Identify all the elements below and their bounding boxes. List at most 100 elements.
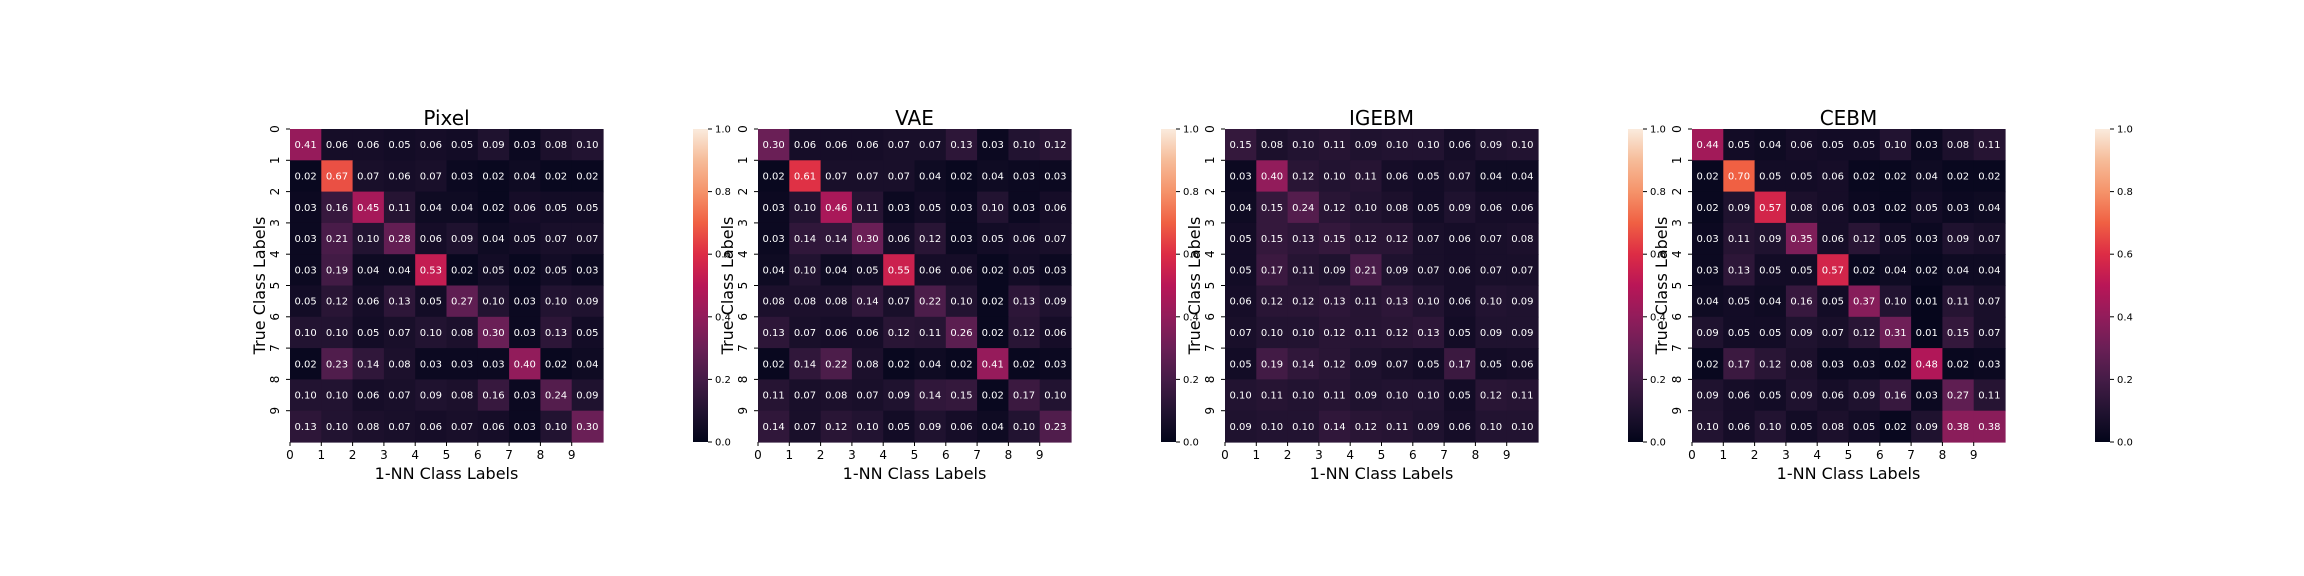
cell-value-label: 0.10 — [1230, 391, 1252, 402]
heatmap-cell — [477, 379, 510, 412]
heatmap-cell — [945, 285, 978, 318]
heatmap-cell — [1506, 191, 1539, 224]
heatmap-cell — [1039, 285, 1072, 318]
cell-value-label: 0.10 — [1044, 391, 1066, 402]
cell-value-label: 0.07 — [1978, 234, 2000, 245]
cell-value-label: 0.11 — [1978, 140, 2000, 151]
cell-value-label: 0.05 — [295, 297, 317, 308]
cell-value-label: 0.11 — [763, 391, 785, 402]
cell-value-label: 0.48 — [1916, 359, 1938, 370]
cell-value-label: 0.07 — [1417, 234, 1439, 245]
heatmap-cell — [1256, 285, 1289, 318]
heatmap-cell — [1723, 129, 1756, 161]
heatmap-cell — [1817, 348, 1850, 380]
cell-value-label: 0.09 — [576, 391, 598, 402]
cell-value-label: 0.03 — [1822, 359, 1844, 370]
cell-value-label: 0.09 — [1355, 391, 1377, 402]
cell-value-label: 0.09 — [1759, 234, 1781, 245]
heatmap-cell — [477, 160, 510, 193]
cell-value-label: 0.10 — [295, 328, 317, 339]
heatmap-cell — [1444, 285, 1476, 318]
heatmap-cell — [1350, 129, 1383, 161]
x-tick-label: 4 — [879, 448, 887, 462]
cell-value-label: 0.09 — [1790, 391, 1812, 402]
heatmap-cell — [1256, 254, 1289, 287]
cell-value-label: 0.05 — [1884, 234, 1906, 245]
heatmap-cell — [820, 129, 853, 161]
heatmap-cell — [1723, 160, 1756, 193]
colorbar-tick-label: 0.4 — [1650, 312, 1666, 323]
heatmap-cell — [446, 379, 479, 412]
cell-value-label: 0.30 — [482, 328, 504, 339]
cell-value-label: 0.05 — [1790, 171, 1812, 182]
heatmap-cell — [1318, 191, 1351, 224]
colorbar-tick-label: 0.6 — [715, 250, 731, 261]
heatmap-cell — [1692, 222, 1724, 255]
cell-value-label: 0.10 — [1013, 422, 1035, 433]
cell-value-label: 0.02 — [763, 171, 785, 182]
y-tick-label: 1 — [1203, 156, 1217, 164]
cell-value-label: 0.05 — [545, 203, 567, 214]
heatmap-cell — [1225, 160, 1257, 193]
colorbar-tick-label: 0.2 — [1183, 375, 1199, 386]
cell-value-label: 0.05 — [1728, 140, 1750, 151]
cell-value-label: 0.09 — [1480, 140, 1502, 151]
cell-value-label: 0.03 — [950, 203, 972, 214]
heatmap-cell — [383, 129, 416, 161]
cell-value-label: 0.10 — [545, 297, 567, 308]
colorbar — [1161, 129, 1176, 442]
cell-value-label: 0.10 — [482, 297, 504, 308]
heatmap-cell — [1475, 410, 1508, 443]
cell-value-label: 0.06 — [1822, 234, 1844, 245]
cell-value-label: 0.05 — [1853, 140, 1875, 151]
heatmap-cell — [789, 316, 822, 349]
cell-value-label: 0.06 — [825, 328, 847, 339]
heatmap-cell — [352, 222, 385, 255]
heatmap-cell — [1848, 222, 1881, 255]
cell-value-label: 0.10 — [1292, 140, 1314, 151]
heatmap-cell — [1754, 348, 1787, 380]
heatmap-cell — [820, 410, 853, 443]
cell-value-label: 0.07 — [1978, 328, 2000, 339]
cell-value-label: 0.11 — [1323, 391, 1345, 402]
heatmap-cell — [540, 379, 573, 412]
cell-value-label: 0.07 — [545, 234, 567, 245]
cell-value-label: 0.02 — [1916, 265, 1938, 276]
y-tick-label: 0 — [1203, 125, 1217, 133]
cell-value-label: 0.08 — [388, 359, 410, 370]
heatmap-cell — [446, 316, 479, 349]
heatmap-cell — [540, 191, 573, 224]
cell-value-label: 0.07 — [1044, 234, 1066, 245]
cell-value-label: 0.11 — [1355, 171, 1377, 182]
heatmap-cell — [1225, 379, 1257, 412]
y-tick-label: 0 — [736, 125, 750, 133]
cell-value-label: 0.09 — [1728, 203, 1750, 214]
heatmap-cell — [1506, 316, 1539, 349]
cell-value-label: 0.10 — [326, 422, 348, 433]
cell-value-label: 0.21 — [326, 234, 348, 245]
y-tick-label: 6 — [1203, 313, 1217, 321]
heatmap-cell — [383, 191, 416, 224]
cell-value-label: 0.07 — [1417, 265, 1439, 276]
heatmap-cell — [1817, 222, 1850, 255]
heatmap-cell — [851, 285, 884, 318]
cell-value-label: 0.13 — [545, 328, 567, 339]
heatmap-cell — [1444, 410, 1476, 443]
cell-value-label: 0.10 — [794, 203, 816, 214]
x-tick-label: 4 — [411, 448, 419, 462]
cell-value-label: 0.10 — [1511, 422, 1533, 433]
heatmap-cell — [1754, 316, 1787, 349]
heatmap-cell — [352, 254, 385, 287]
heatmap-cell — [571, 410, 604, 443]
cell-value-label: 0.07 — [576, 234, 598, 245]
heatmap-cell — [1475, 285, 1508, 318]
cell-value-label: 0.04 — [763, 265, 785, 276]
heatmap-cell — [571, 285, 604, 318]
heatmap-cell — [540, 254, 573, 287]
cell-value-label: 0.03 — [1947, 203, 1969, 214]
heatmap-cell — [571, 191, 604, 224]
heatmap-cell — [1444, 254, 1476, 287]
cell-value-label: 0.02 — [1697, 203, 1719, 214]
heatmap-cell — [415, 410, 448, 443]
cell-value-label: 0.06 — [1728, 391, 1750, 402]
